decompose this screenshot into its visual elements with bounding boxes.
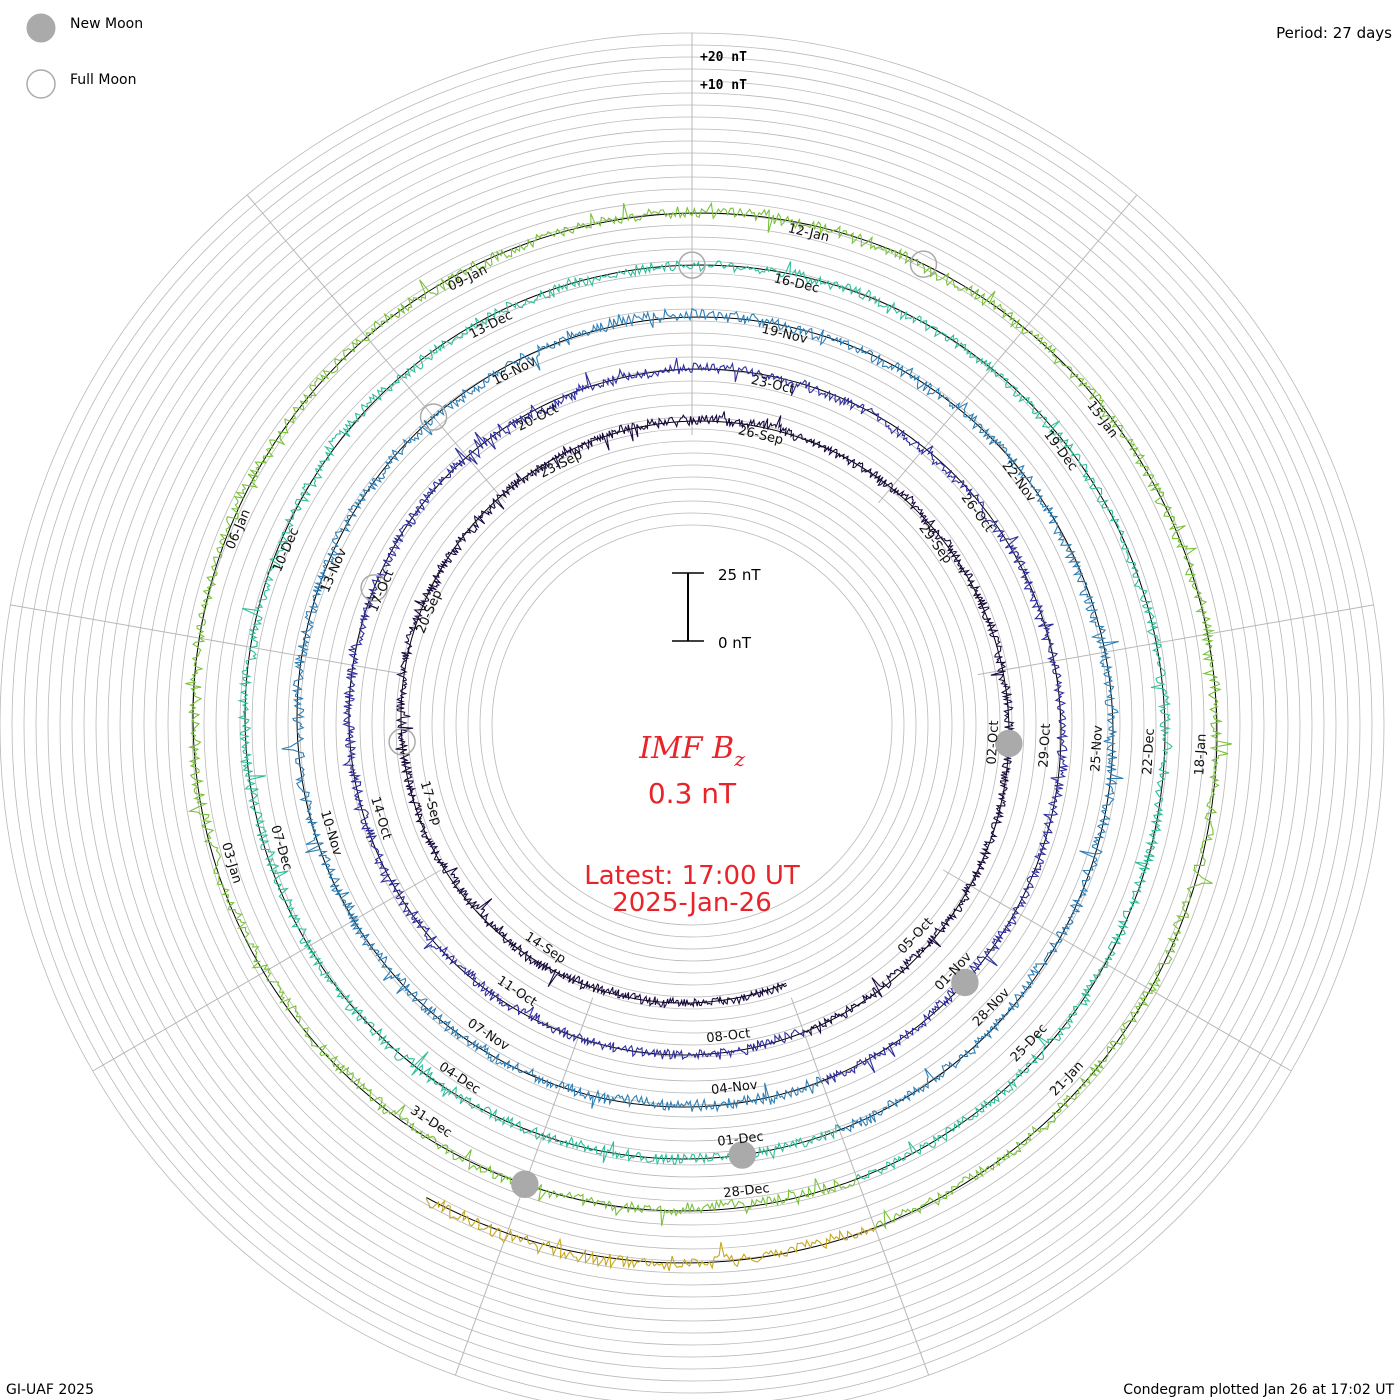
date-label: 26-Oct	[958, 491, 996, 535]
date-labels: 14-Sep17-Sep20-Sep23-Sep26-Sep29-Sep02-O…	[218, 221, 1210, 1201]
grid-ring	[347, 380, 1037, 1070]
full-moon-marker	[360, 574, 388, 602]
full-moon-marker	[909, 250, 938, 278]
date-label: 14-Sep	[522, 929, 568, 967]
new-moon-marker	[995, 729, 1023, 758]
date-label: 12-Jan	[786, 221, 830, 245]
date-label: 25-Dec	[1008, 1021, 1051, 1065]
date-label: 09-Jan	[446, 262, 490, 294]
date-label: 15-Jan	[1083, 398, 1120, 441]
series-line-4	[237, 259, 1173, 1180]
scale-bar-bottom-label: 0 nT	[718, 634, 752, 652]
date-label: 03-Jan	[218, 841, 244, 886]
date-label: 25-Nov	[1088, 725, 1106, 773]
grid-ring	[419, 452, 965, 998]
date-label: 13-Nov	[318, 546, 350, 595]
series-layer	[185, 201, 1232, 1272]
date-label: 19-Dec	[1040, 428, 1080, 474]
date-label: 28-Dec	[723, 1181, 771, 1201]
grid-ring	[443, 476, 941, 974]
new-moon-legend-label: New Moon	[70, 16, 143, 32]
date-label: 06-Jan	[223, 507, 253, 552]
full-moon-marker	[678, 251, 706, 279]
new-moon-marker	[728, 1141, 757, 1169]
date-label: 22-Dec	[1140, 728, 1158, 775]
period-label: Period: 27 days	[1276, 24, 1392, 42]
grid-ring	[491, 524, 893, 926]
date-label: 02-Oct	[985, 720, 1003, 765]
grid-ring	[359, 392, 1025, 1058]
grid-ring	[479, 512, 905, 938]
grid-ring	[455, 488, 929, 962]
date-label: 29-Sep	[915, 521, 954, 567]
grid-layer	[0, 32, 1385, 1400]
latest-date: 2025-Jan-26	[612, 888, 772, 918]
series-line-6	[425, 1197, 876, 1272]
latest-time: Latest: 17:00 UT	[584, 861, 800, 891]
series-line-2	[341, 357, 1069, 1086]
date-label: 18-Jan	[1192, 733, 1209, 776]
date-label: 28-Nov	[970, 985, 1013, 1029]
grid-spoke	[942, 869, 1292, 1072]
new-moon-legend-icon	[26, 13, 56, 43]
grid-spoke	[10, 604, 407, 676]
scale-bar: 25 nT 0 nT	[672, 566, 761, 652]
series-line-3	[281, 307, 1124, 1133]
moon-markers	[360, 250, 1023, 1199]
new-moon-marker	[511, 1170, 539, 1199]
footer-credit: GI-UAF 2025	[6, 1382, 94, 1398]
title-subscript: z	[733, 747, 745, 771]
grid-ring	[467, 500, 917, 950]
date-label: 04-Nov	[710, 1078, 758, 1098]
full-moon-legend-icon	[26, 69, 56, 99]
grid-spoke	[977, 604, 1374, 676]
date-label: 17-Sep	[417, 779, 445, 827]
date-label: 01-Dec	[717, 1129, 765, 1149]
date-label: 16-Nov	[490, 354, 539, 388]
series-line-5	[185, 201, 1232, 1230]
full-moon-legend-label: Full Moon	[70, 72, 136, 88]
full-moon-marker	[419, 403, 448, 431]
grid-spoke	[790, 997, 930, 1376]
grid-spoke	[246, 194, 506, 504]
ring-scale-label-20: +20 nT	[700, 50, 747, 65]
date-label: 20-Oct	[515, 401, 561, 434]
date-label: 23-Sep	[537, 447, 585, 481]
full-moon-marker	[388, 728, 416, 756]
series-line-1	[395, 411, 1016, 1037]
grid-spoke	[92, 869, 442, 1072]
current-value: 0.3 nT	[648, 777, 737, 810]
grid-ring	[407, 440, 977, 1010]
grid-spoke	[878, 194, 1138, 504]
date-label: 29-Oct	[1037, 723, 1055, 768]
grid-ring	[431, 464, 953, 986]
date-label: 23-Oct	[749, 373, 795, 398]
date-label: 08-Oct	[706, 1026, 752, 1046]
chart-title: IMF Bz	[638, 731, 745, 771]
footer-plot-time: Condegram plotted Jan 26 at 17:02 UT	[1123, 1382, 1394, 1398]
scale-bar-top-label: 25 nT	[718, 566, 761, 584]
date-label: 04-Dec	[436, 1060, 483, 1098]
new-moon-marker	[951, 968, 979, 997]
ring-scale-label-10: +10 nT	[700, 78, 747, 93]
grid-ring	[395, 428, 989, 1022]
date-label: 11-Oct	[494, 973, 539, 1010]
